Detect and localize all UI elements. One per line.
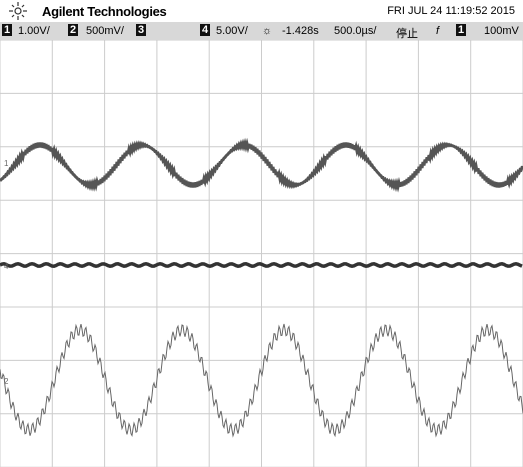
run-state[interactable]: 停止: [396, 25, 418, 41]
delay: -1.428s: [282, 25, 319, 37]
channel-badge[interactable]: 1: [2, 24, 12, 36]
delay-icon: ☼: [262, 25, 272, 37]
scope-screen: Agilent Technologies FRI JUL 24 11:19:52…: [0, 0, 523, 467]
brand: Agilent Technologies: [42, 4, 167, 19]
trigger-level: 100mV: [484, 25, 519, 37]
status-bar: 1 1.00V/ 2 500mV/ 3 4 5.00V/ ☼ -1.428s 5…: [0, 22, 523, 40]
logo: [4, 0, 40, 22]
channel-scale: 1.00V/: [18, 25, 50, 37]
channel-badge[interactable]: 2: [68, 24, 78, 36]
channel-marker: 1: [4, 159, 9, 168]
channel-badge[interactable]: 4: [200, 24, 210, 36]
channel-scale: 500mV/: [86, 25, 124, 37]
channel-badge[interactable]: 3: [136, 24, 146, 36]
channel-scale: 5.00V/: [216, 25, 248, 37]
timebase: 500.0µs/: [334, 25, 376, 37]
header: Agilent Technologies FRI JUL 24 11:19:52…: [0, 0, 523, 22]
channel-marker: 2: [4, 377, 9, 386]
graticule: 1 4 2: [0, 40, 523, 467]
trigger-source[interactable]: 1: [456, 24, 466, 36]
channel-marker: 4: [4, 262, 9, 271]
trigger-slope: f: [436, 25, 439, 37]
datetime: FRI JUL 24 11:19:52 2015: [387, 5, 515, 17]
